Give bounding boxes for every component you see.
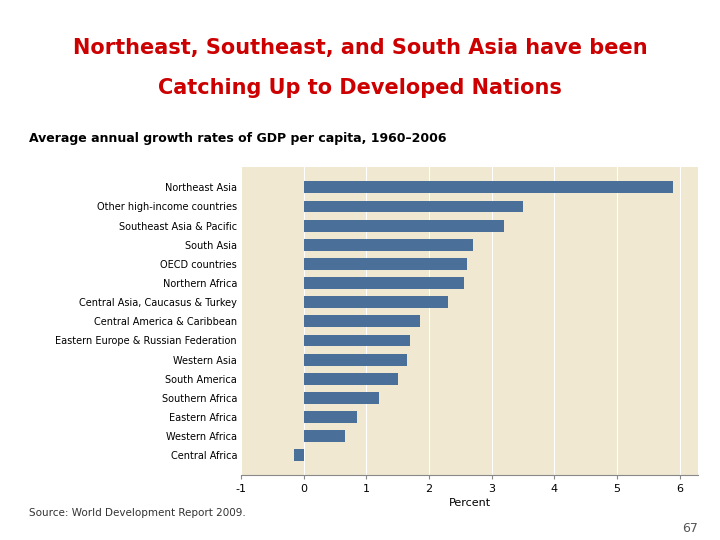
Bar (304, 258, 467, 270)
Bar (304, 354, 408, 366)
Bar (304, 239, 473, 251)
Bar (304, 200, 523, 212)
Bar (304, 220, 504, 232)
Bar (304, 411, 357, 423)
Text: Catching Up to Developed Nations: Catching Up to Developed Nations (158, 78, 562, 98)
Bar (304, 430, 345, 442)
Bar (304, 296, 448, 308)
Bar (304, 181, 673, 193)
Text: Average annual growth rates of GDP per capita, 1960–2006: Average annual growth rates of GDP per c… (29, 132, 446, 145)
Bar (304, 315, 420, 327)
Text: 67: 67 (683, 522, 698, 535)
Text: Northeast, Southeast, and South Asia have been: Northeast, Southeast, and South Asia hav… (73, 38, 647, 58)
Text: Source: World Development Report 2009.: Source: World Development Report 2009. (29, 508, 246, 518)
Bar (294, 449, 304, 461)
Bar (304, 373, 397, 384)
Bar (304, 277, 464, 289)
Bar (304, 334, 410, 346)
Bar (304, 392, 379, 404)
X-axis label: Percent: Percent (449, 498, 491, 508)
